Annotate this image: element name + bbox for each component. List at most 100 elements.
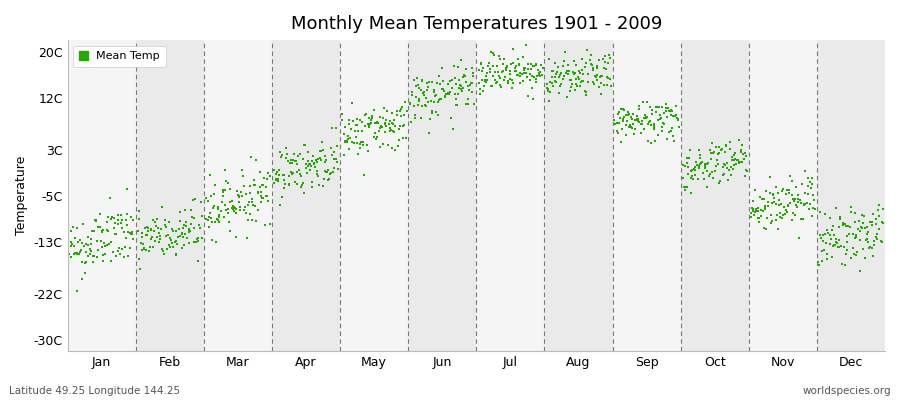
- Point: [681, 171, 696, 178]
- Point: [66, 224, 80, 230]
- Point: [677, 184, 691, 190]
- Point: [111, 212, 125, 218]
- Point: [418, 103, 433, 109]
- Point: [245, 199, 259, 206]
- Point: [728, 150, 742, 156]
- Point: [826, 242, 841, 249]
- Point: [218, 186, 232, 193]
- Point: [855, 212, 869, 219]
- Point: [847, 251, 861, 257]
- Point: [536, 65, 550, 72]
- Point: [235, 167, 249, 173]
- Point: [640, 98, 654, 105]
- Point: [659, 105, 673, 111]
- Point: [583, 52, 598, 58]
- Point: [655, 104, 670, 110]
- Point: [543, 88, 557, 95]
- Point: [763, 174, 778, 180]
- Point: [253, 168, 267, 175]
- Point: [241, 199, 256, 205]
- Point: [446, 126, 460, 132]
- Point: [182, 226, 196, 232]
- Bar: [544, 40, 613, 351]
- Point: [192, 222, 206, 228]
- Point: [410, 102, 425, 108]
- Point: [64, 228, 78, 234]
- Point: [698, 164, 713, 171]
- Point: [828, 205, 842, 211]
- Point: [752, 215, 766, 221]
- Point: [689, 162, 704, 168]
- Point: [166, 244, 180, 250]
- Point: [807, 206, 822, 212]
- Point: [745, 205, 760, 212]
- Point: [541, 86, 555, 92]
- Point: [871, 202, 886, 208]
- Point: [710, 157, 724, 163]
- Bar: [749, 40, 817, 351]
- Point: [502, 76, 517, 82]
- Point: [789, 202, 804, 208]
- Y-axis label: Temperature: Temperature: [15, 156, 28, 235]
- Point: [501, 78, 516, 84]
- Point: [189, 239, 203, 245]
- Point: [698, 164, 713, 170]
- Point: [760, 199, 775, 206]
- Point: [126, 217, 140, 223]
- Point: [140, 232, 155, 239]
- Point: [70, 224, 85, 231]
- Point: [204, 193, 219, 199]
- Point: [316, 183, 330, 190]
- Point: [355, 128, 369, 135]
- Point: [293, 173, 308, 180]
- Point: [686, 176, 700, 182]
- Point: [505, 77, 519, 84]
- Point: [89, 217, 104, 223]
- Point: [517, 66, 531, 73]
- Point: [509, 63, 524, 69]
- Point: [310, 156, 325, 162]
- Point: [754, 213, 769, 220]
- Point: [119, 217, 133, 223]
- Point: [704, 150, 718, 156]
- Point: [719, 142, 733, 148]
- Point: [112, 251, 127, 257]
- Point: [856, 246, 870, 252]
- Point: [488, 69, 502, 75]
- Point: [424, 108, 438, 114]
- Point: [660, 136, 674, 142]
- Point: [276, 172, 291, 178]
- Point: [851, 218, 866, 224]
- Point: [278, 181, 293, 188]
- Point: [384, 145, 399, 152]
- Point: [305, 158, 320, 165]
- Point: [255, 182, 269, 188]
- Point: [860, 230, 874, 237]
- Point: [397, 112, 411, 118]
- Point: [603, 76, 617, 82]
- Point: [448, 102, 463, 108]
- Point: [614, 139, 628, 145]
- Bar: [680, 40, 749, 351]
- Point: [161, 232, 176, 238]
- Point: [422, 79, 436, 86]
- Point: [421, 99, 436, 105]
- Point: [353, 144, 367, 151]
- Point: [478, 77, 492, 83]
- Point: [736, 156, 751, 162]
- Point: [798, 168, 813, 175]
- Point: [442, 91, 456, 97]
- Point: [279, 155, 293, 162]
- Point: [778, 206, 793, 213]
- Point: [707, 149, 722, 155]
- Point: [543, 79, 557, 86]
- Point: [499, 66, 513, 73]
- Point: [347, 140, 362, 147]
- Point: [632, 118, 646, 125]
- Point: [559, 70, 573, 76]
- Point: [248, 181, 262, 188]
- Point: [320, 167, 335, 173]
- Point: [403, 118, 418, 125]
- Point: [726, 152, 741, 158]
- Point: [314, 148, 328, 154]
